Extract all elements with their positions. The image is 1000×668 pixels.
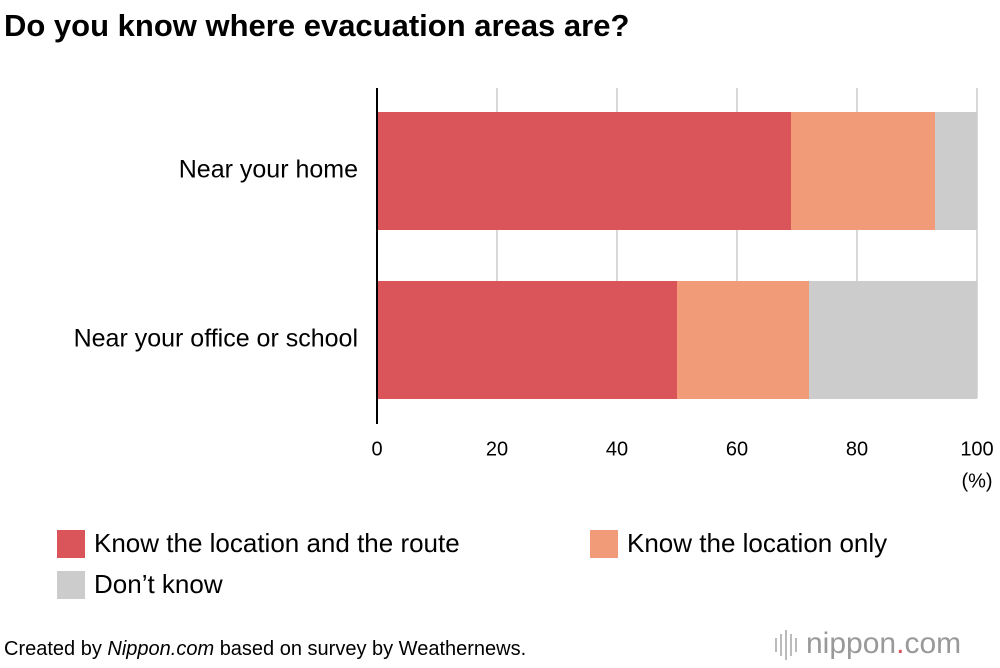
bar-segment (809, 281, 977, 399)
logo-dot: . (896, 627, 904, 660)
source-suffix: based on survey by Weathernews. (220, 638, 526, 660)
y-tick-label: Near your office or school (74, 325, 358, 353)
legend-swatch (57, 530, 85, 558)
source-italic: Nippon.com (107, 638, 214, 660)
legend-swatch (57, 571, 85, 599)
logo: nippon.com (806, 627, 961, 660)
x-axis-unit: (%) (961, 470, 992, 492)
legend-label: Know the location only (627, 528, 887, 558)
source-note: Created by Nippon.com based on survey by… (4, 638, 526, 660)
legend-swatch (590, 530, 618, 558)
bar-segment (677, 281, 809, 399)
logo-name: nippon (806, 627, 896, 660)
logo-mark (775, 630, 797, 660)
x-tick-label: 40 (606, 438, 628, 460)
x-tick-label: 0 (371, 438, 382, 460)
x-tick-label: 20 (486, 438, 508, 460)
source-prefix: Created by (4, 638, 102, 660)
x-tick-label: 80 (846, 438, 868, 460)
x-tick-label: 60 (726, 438, 748, 460)
bar-segment (791, 112, 935, 230)
x-tick-label: 100 (960, 438, 993, 460)
bar-segment (935, 112, 977, 230)
legend-label: Don’t know (94, 569, 223, 599)
logo-suffix: com (904, 627, 961, 660)
bar-segment (377, 112, 791, 230)
chart-title: Do you know where evacuation areas are? (4, 8, 629, 43)
legend-label: Know the location and the route (94, 528, 460, 558)
bar-segment (377, 281, 677, 399)
y-tick-label: Near your home (179, 156, 358, 184)
